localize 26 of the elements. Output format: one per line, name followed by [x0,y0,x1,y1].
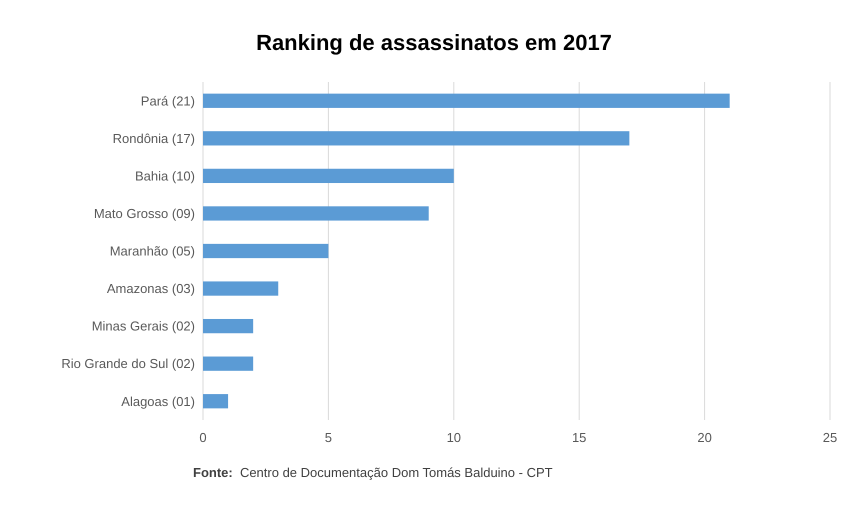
bar [203,281,278,296]
y-tick-label: Rondônia (17) [112,130,195,146]
bar [203,206,429,221]
bar [203,94,730,108]
bar [203,131,630,146]
y-tick-label: Maranhão (05) [110,244,195,259]
bar [203,356,254,371]
bar [203,318,254,334]
y-tick-label: Mato Grosso (09) [94,206,195,221]
x-tick-label: 15 [572,430,586,445]
y-tick-label: Amazonas (03) [106,281,195,296]
x-tick-label: 10 [446,430,462,445]
bar [203,244,328,258]
y-tick-label: Minas Gerais (02) [92,318,195,334]
y-tick-label: Alagoas (01) [121,394,195,409]
x-tick-label: 25 [822,430,838,445]
x-tick-label: 0 [199,430,207,445]
x-tick-label: 5 [324,430,332,445]
y-tick-label: Pará (21) [140,93,195,108]
bar [203,394,228,408]
y-tick-label: Bahia (10) [135,168,195,184]
source-note: Fonte: Centro de Documentação Dom Tomás Balduino - CPT [193,465,553,480]
x-tick-label: 20 [697,430,712,445]
y-tick-label: Rio Grande do Sul (02) [61,356,195,372]
chart-title: Ranking de assassinatos em 2017 [256,30,612,55]
bar [203,168,454,184]
